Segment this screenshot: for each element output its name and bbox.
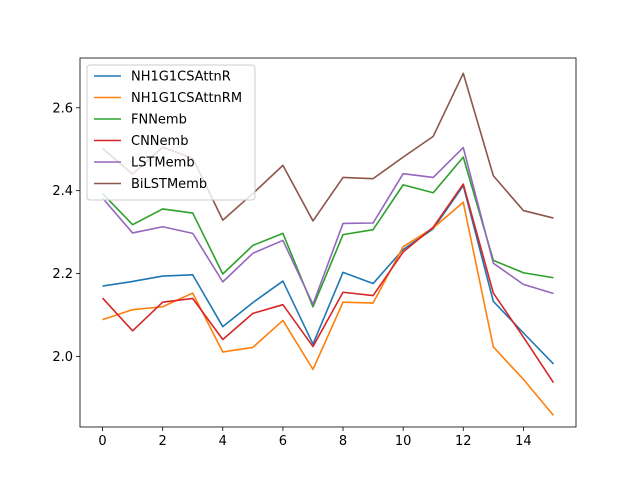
legend-label: BiLSTMemb — [131, 177, 207, 192]
series-line-FNNemb — [101, 156, 554, 308]
x-tick-label: 6 — [279, 434, 287, 449]
x-tick-label: 14 — [515, 434, 532, 449]
series-lines — [101, 72, 555, 416]
x-tick-label: 0 — [98, 434, 106, 449]
series-line-CNNemb — [101, 183, 555, 384]
y-tick-label: 2.2 — [52, 267, 73, 282]
legend-label: NH1G1CSAttnRM — [131, 91, 242, 106]
legend-label: CNNemb — [131, 134, 188, 149]
y-tick-label: 2.0 — [52, 350, 73, 365]
plot-frame — [79, 57, 577, 428]
y-axis: 2.0 2.2 2.4 2.6 — [52, 101, 80, 365]
legend: NH1G1CSAttnR NH1G1CSAttnRM FNNemb CNNemb LST… — [86, 64, 256, 201]
legend-box — [86, 64, 256, 201]
x-axis: 0 2 4 6 8 10 12 14 — [98, 427, 532, 449]
x-tick-label: 10 — [395, 434, 412, 449]
legend-label: LSTMemb — [131, 156, 195, 171]
legend-label: FNNemb — [131, 113, 187, 128]
x-tick-label: 12 — [455, 434, 472, 449]
series-line-NH1G1CSAttnR — [102, 184, 555, 365]
legend-label: NH1G1CSAttnR — [131, 70, 231, 85]
x-tick-label: 4 — [219, 434, 227, 449]
series-line-LSTMemb — [101, 146, 554, 306]
y-tick-label: 2.6 — [52, 101, 73, 116]
y-tick-label: 2.4 — [52, 184, 73, 199]
x-tick-label: 2 — [159, 434, 167, 449]
x-tick-label: 8 — [339, 434, 347, 449]
